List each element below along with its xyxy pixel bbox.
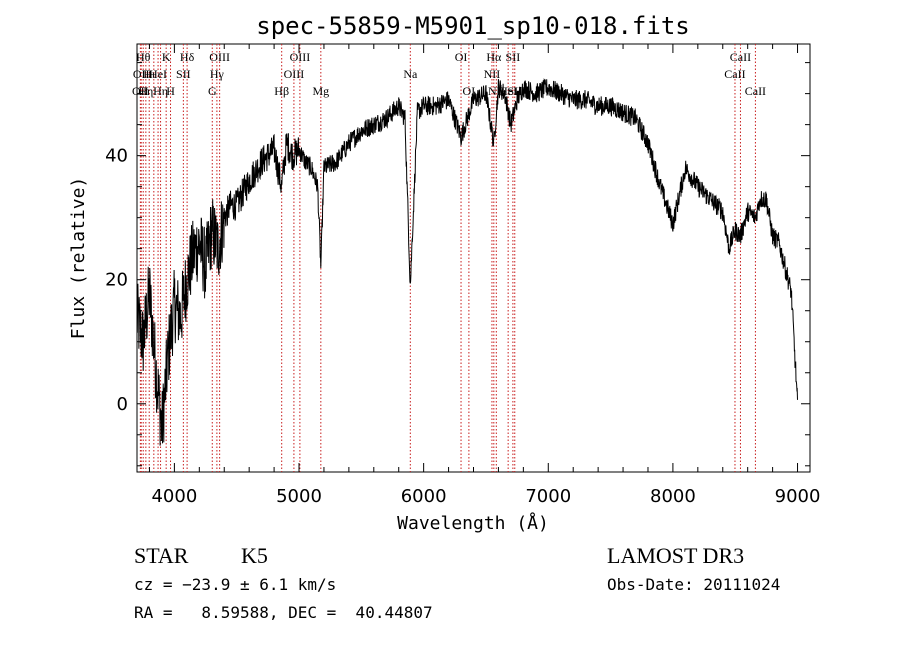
line-marker-label: Na xyxy=(403,67,418,81)
line-marker-label: OI xyxy=(455,50,468,64)
line-marker-label: K xyxy=(162,50,171,64)
line-marker-label: Mg xyxy=(312,84,329,98)
plot-frame xyxy=(136,43,811,473)
line-marker-labels: OIIOIIHθHηHιHeIHηKHSIIHδGHγOIIIHβOIIIOII… xyxy=(132,50,766,98)
line-marker-label: SII xyxy=(176,67,191,81)
coordinates: RA = 8.59588, DEC = 40.44807 xyxy=(134,603,433,622)
line-marker-label: NII xyxy=(484,67,501,81)
line-marker-label: Hβ xyxy=(274,84,289,98)
flux-series-line xyxy=(136,78,798,446)
line-marker-label: OIII xyxy=(209,50,230,64)
y-tick-label: 0 xyxy=(117,394,128,415)
y-axis-label: Flux (relative) xyxy=(68,177,89,340)
line-marker-label: Hα xyxy=(486,50,502,64)
object-class: STAR xyxy=(134,543,189,568)
line-marker-label: CaII xyxy=(724,67,745,81)
x-tick-label: 4000 xyxy=(151,486,197,507)
line-marker-label: CaII xyxy=(730,50,751,64)
chart-title: spec-55859-M5901_sp10-018.fits xyxy=(256,12,689,40)
x-tick-label: 6000 xyxy=(401,486,447,507)
redshift-readout: cz = −23.9 ± 6.1 km/s xyxy=(134,575,336,594)
line-marker-label: H xyxy=(166,84,175,98)
line-marker-label: HeI xyxy=(149,67,167,81)
line-markers xyxy=(139,44,756,472)
line-marker-label: CaII xyxy=(745,84,766,98)
x-axis-ticks: 4000 5000 6000 7000 8000 9000 xyxy=(148,44,821,507)
x-tick-label: 9000 xyxy=(775,486,821,507)
line-marker-label: G xyxy=(208,84,217,98)
object-subclass: K5 xyxy=(241,543,268,568)
line-marker-label: Hθ xyxy=(136,50,151,64)
line-marker-label: OIII xyxy=(284,67,305,81)
line-marker-label: Hι xyxy=(143,67,156,81)
line-marker-label: Hδ xyxy=(180,50,195,64)
x-axis-label: Wavelength (Å) xyxy=(397,512,549,534)
line-marker-label: Hη xyxy=(138,84,153,98)
x-tick-label: 7000 xyxy=(525,486,571,507)
y-tick-label: 40 xyxy=(105,146,128,167)
x-tick-label: 5000 xyxy=(276,486,322,507)
line-marker-label: OIII xyxy=(290,50,311,64)
survey-name: LAMOST DR3 xyxy=(607,543,744,568)
obs-date: Obs-Date: 20111024 xyxy=(607,575,780,594)
y-axis-ticks: 0 20 40 xyxy=(105,62,810,467)
line-marker-label: OII xyxy=(133,67,150,81)
y-tick-label: 20 xyxy=(105,270,128,291)
x-tick-label: 8000 xyxy=(650,486,696,507)
line-marker-label: SII xyxy=(506,50,521,64)
line-marker-label: Hγ xyxy=(210,67,225,81)
line-marker-label: Hη xyxy=(153,84,168,98)
line-marker-label: OII xyxy=(132,84,149,98)
